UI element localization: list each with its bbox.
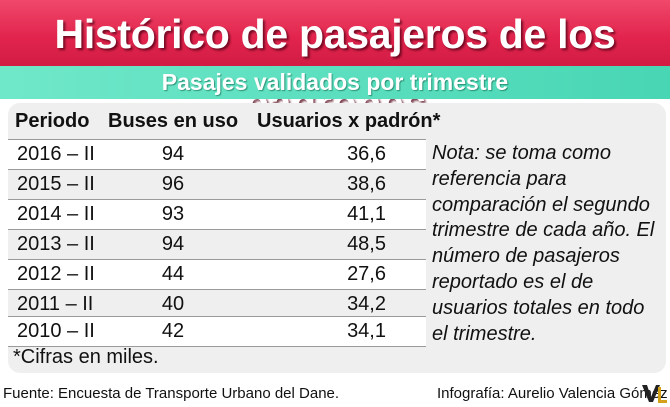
row-divider [8, 199, 426, 200]
buses-cell: 94 [161, 233, 185, 255]
period-cell: 2014 – II [17, 203, 95, 225]
table-row: 2013 – II 94 48,5 [8, 229, 426, 259]
header-users: Usuarios x padrón* [257, 110, 441, 132]
users-cell: 34,1 [347, 320, 386, 342]
table-row: 2015 – II 96 38,6 [8, 169, 426, 199]
title-banner [0, 0, 670, 69]
subtitle-banner [0, 66, 670, 99]
buses-cell: 40 [161, 293, 185, 315]
row-divider [8, 139, 426, 140]
row-divider [8, 259, 426, 260]
buses-cell: 42 [161, 320, 185, 342]
table-row: 2014 – II 93 41,1 [8, 199, 426, 229]
period-cell: 2015 – II [17, 173, 95, 195]
row-divider [8, 229, 426, 230]
row-divider [8, 346, 426, 347]
period-cell: 2013 – II [17, 233, 95, 255]
buses-cell: 94 [161, 143, 185, 165]
page-title: Histórico de pasajeros de los padrones [54, 11, 616, 126]
period-cell: 2016 – II [17, 143, 95, 165]
table-row: 2012 – II 44 27,6 [8, 259, 426, 289]
users-cell: 41,1 [347, 203, 386, 225]
row-divider [8, 289, 426, 290]
period-cell: 2011 – II [17, 293, 94, 315]
users-cell: 27,6 [347, 263, 386, 285]
buses-cell: 93 [161, 203, 185, 225]
users-cell: 38,6 [347, 173, 386, 195]
page-subtitle: Pasajes validados por trimestre [161, 69, 509, 95]
row-divider [8, 169, 426, 170]
infographic-credit: Infografía: Aurelio Valencia Gómez [437, 385, 668, 402]
buses-cell: 96 [161, 173, 185, 195]
table-row: 2010 – II 42 34,1 [8, 316, 426, 346]
header-period: Periodo [15, 110, 90, 132]
buses-cell: 44 [161, 263, 185, 285]
table-row: 2011 – II 40 34,2 [8, 289, 426, 319]
users-cell: 34,2 [347, 293, 386, 315]
note-text: Nota: se toma como referencia para compa… [432, 142, 655, 345]
period-cell: 2012 – II [17, 263, 95, 285]
users-cell: 48,5 [347, 233, 386, 255]
header-buses: Buses en uso [108, 110, 239, 132]
source-credit: Fuente: Encuesta de Transporte Urbano de… [3, 385, 340, 402]
row-divider [8, 316, 426, 317]
footnote: *Cifras en miles. [13, 346, 159, 368]
period-cell: 2010 – II [17, 320, 95, 342]
users-cell: 36,6 [347, 143, 386, 165]
table-row: 2016 – II 94 36,6 [8, 139, 426, 169]
author-logo-icon [642, 385, 667, 403]
